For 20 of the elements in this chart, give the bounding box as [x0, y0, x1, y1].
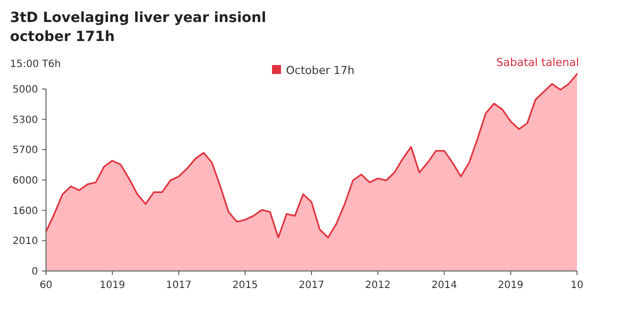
x-tick-label: 2017 — [298, 280, 324, 291]
text: Sabatal talenal — [496, 56, 579, 69]
text: 2010 — [12, 236, 38, 248]
x-tick-label: 1017 — [166, 280, 192, 291]
text: 5700 — [12, 145, 38, 156]
text: 5000 — [12, 84, 38, 96]
x-tick-label: 1019 — [100, 280, 126, 291]
x-tick-label: 10 — [570, 280, 584, 291]
text: 5300 — [12, 114, 38, 126]
x-tick-label: 2012 — [365, 280, 391, 291]
x-tick-label: 2015 — [232, 280, 258, 291]
y-axis-title: 15:00 T6h — [10, 59, 61, 70]
text: 0 — [32, 266, 38, 278]
text: 6000 — [12, 175, 38, 186]
text: 1600 — [12, 206, 38, 217]
legend-label: October 17h — [286, 64, 355, 77]
x-tick-label: 60 — [40, 280, 52, 291]
chart-title: 3tD Lovelaging liver year insionl october 171h — [10, 10, 266, 45]
x-tick-label: 2019 — [498, 280, 524, 291]
x-tick-label: 2014 — [432, 280, 457, 291]
